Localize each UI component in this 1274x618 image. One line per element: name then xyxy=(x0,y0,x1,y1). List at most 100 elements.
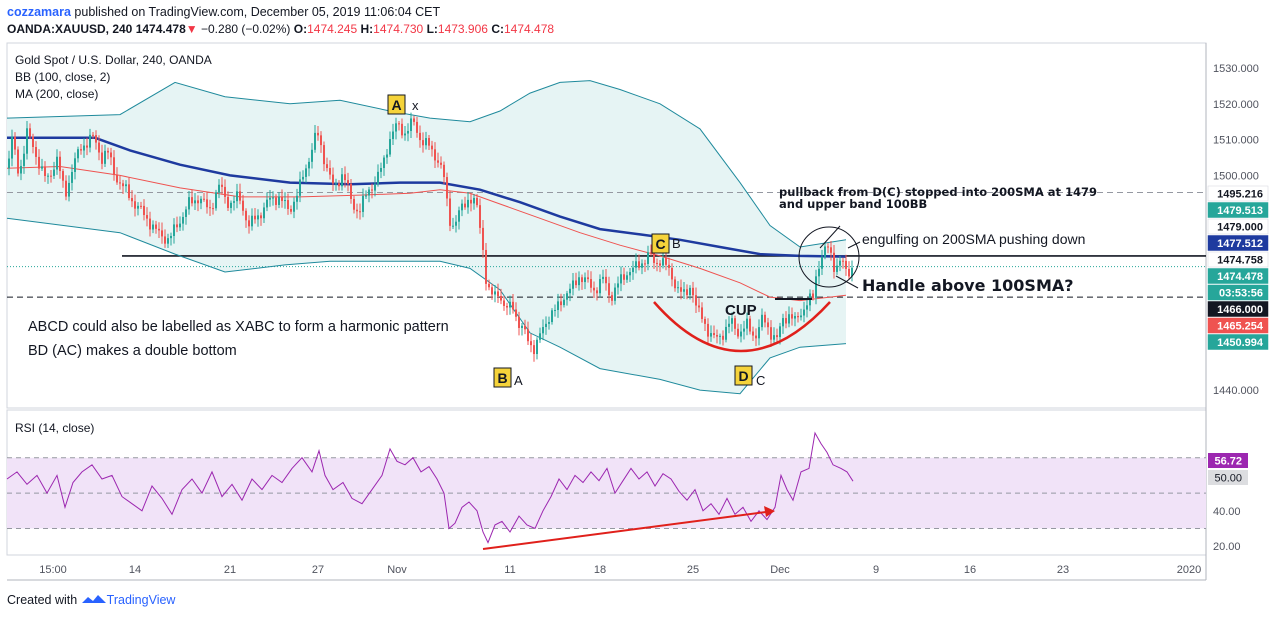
cup-curve xyxy=(653,301,831,353)
candle-body xyxy=(605,276,607,284)
candle-body xyxy=(404,133,406,136)
candle-body xyxy=(680,287,682,292)
candle-body xyxy=(548,322,550,324)
candle-body xyxy=(740,331,742,337)
bb-fill-area xyxy=(7,80,846,394)
candle-body xyxy=(416,121,418,133)
point-d-alt-label: C xyxy=(756,373,765,388)
candle-body xyxy=(398,123,400,125)
rsi-title[interactable]: RSI (14, close) xyxy=(15,421,94,435)
point-a-alt-label: x xyxy=(412,98,419,113)
candle-body xyxy=(818,268,820,277)
rsi-current-badge xyxy=(1208,453,1248,468)
candle-body xyxy=(794,316,796,319)
candle-body xyxy=(692,287,694,296)
ohlc-bar: OANDA:XAUUSD, 240 1474.478▼ −0.280 (−0.0… xyxy=(7,22,554,36)
candle-body xyxy=(764,314,766,323)
candle-body xyxy=(389,139,391,155)
symbol-label[interactable]: OANDA:XAUUSD, 240 xyxy=(7,22,133,36)
candle-body xyxy=(173,224,175,237)
point-b-alt-label: A xyxy=(514,373,523,388)
candle-body xyxy=(839,260,841,266)
candle-body xyxy=(707,323,709,337)
candle-body xyxy=(263,207,265,219)
price-tick-label: 1440.000 xyxy=(1213,385,1259,397)
candle-body xyxy=(611,295,613,301)
candle-body xyxy=(728,323,730,327)
price-badge-text: 1450.994 xyxy=(1217,337,1264,349)
time-tick-label: 9 xyxy=(873,564,879,576)
rsi-divergence-line xyxy=(482,511,767,550)
candle-body xyxy=(608,283,610,296)
chart-title: Gold Spot / U.S. Dollar, 240, OANDA xyxy=(15,53,212,67)
rsi-band xyxy=(7,457,1206,529)
author-link[interactable]: cozzamara xyxy=(7,5,71,19)
candle-body xyxy=(815,276,817,298)
candle-body xyxy=(347,180,349,184)
candle-body xyxy=(800,315,802,318)
candle-body xyxy=(731,318,733,324)
candle-body xyxy=(47,175,49,177)
indicator-bb-label[interactable]: BB (100, close, 2) xyxy=(15,70,110,84)
pullback-note-line1: pullback from D(C) stopped into 200SMA a… xyxy=(779,185,1097,199)
bollinger-fill xyxy=(7,80,846,394)
candle-body xyxy=(20,165,22,174)
candle-body xyxy=(317,132,319,136)
candle-body xyxy=(8,158,10,169)
time-tick-label: 15:00 xyxy=(39,564,67,576)
candle-body xyxy=(806,305,808,310)
candle-body xyxy=(245,210,247,221)
candle-body xyxy=(185,209,187,217)
candle-body xyxy=(434,149,436,161)
candle-body xyxy=(737,328,739,337)
candle-body xyxy=(743,328,745,332)
candle-body xyxy=(413,118,415,122)
candle-body xyxy=(359,211,361,213)
candle-body xyxy=(530,341,532,346)
candle-body xyxy=(779,326,781,338)
indicator-ma-label[interactable]: MA (200, close) xyxy=(15,87,98,101)
point-c-label: C xyxy=(655,236,665,252)
time-tick-label: 21 xyxy=(224,564,236,576)
price-badge-text: 1474.478 xyxy=(1217,271,1263,283)
point-c-alt-label: B xyxy=(672,236,681,251)
point-d-box xyxy=(734,365,753,386)
candle-body xyxy=(374,184,376,191)
candle-body xyxy=(137,205,139,209)
candle-body xyxy=(164,236,166,244)
candle-body xyxy=(26,128,28,154)
candle-body xyxy=(224,186,226,197)
candle-body xyxy=(494,291,496,295)
ma200-line xyxy=(7,136,847,258)
point-c-box xyxy=(651,233,670,254)
candle-body xyxy=(599,279,601,294)
candle-body xyxy=(29,128,31,137)
candle-body xyxy=(755,335,757,339)
candle-body xyxy=(767,322,769,328)
candle-body xyxy=(716,335,718,337)
candle-body xyxy=(23,153,25,166)
candle-body xyxy=(296,195,298,202)
candle-body xyxy=(38,156,40,169)
candle-body xyxy=(209,207,211,209)
price-badge xyxy=(1207,218,1269,235)
candle-body xyxy=(131,198,133,202)
bb-upper-band xyxy=(6,80,847,248)
candle-body xyxy=(194,200,196,204)
low-value: 1473.906 xyxy=(437,22,488,36)
tradingview-brand-link[interactable]: TradingView xyxy=(106,593,176,607)
price-change: −0.280 (−0.02%) xyxy=(201,22,291,36)
time-tick-label: Nov xyxy=(387,564,407,576)
candle-body xyxy=(314,132,316,150)
candle-body xyxy=(92,134,94,136)
candle-body xyxy=(725,326,727,340)
candle-body xyxy=(140,205,142,207)
candle-body xyxy=(107,150,109,153)
handle-note: Handle above 100SMA? xyxy=(862,276,1074,295)
price-badge xyxy=(1207,284,1269,301)
candle-body xyxy=(368,189,370,196)
candle-body xyxy=(425,138,427,146)
candle-body xyxy=(356,209,358,212)
candle-body xyxy=(827,246,829,248)
